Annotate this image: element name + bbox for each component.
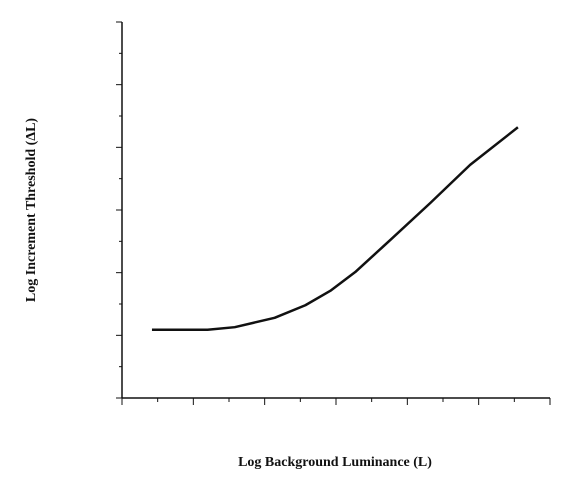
curve: [151, 126, 519, 331]
x-axis-label: Log Background Luminance (L): [238, 455, 432, 470]
y-axis-label: Log Increment Threshold (ΔL): [24, 118, 39, 303]
